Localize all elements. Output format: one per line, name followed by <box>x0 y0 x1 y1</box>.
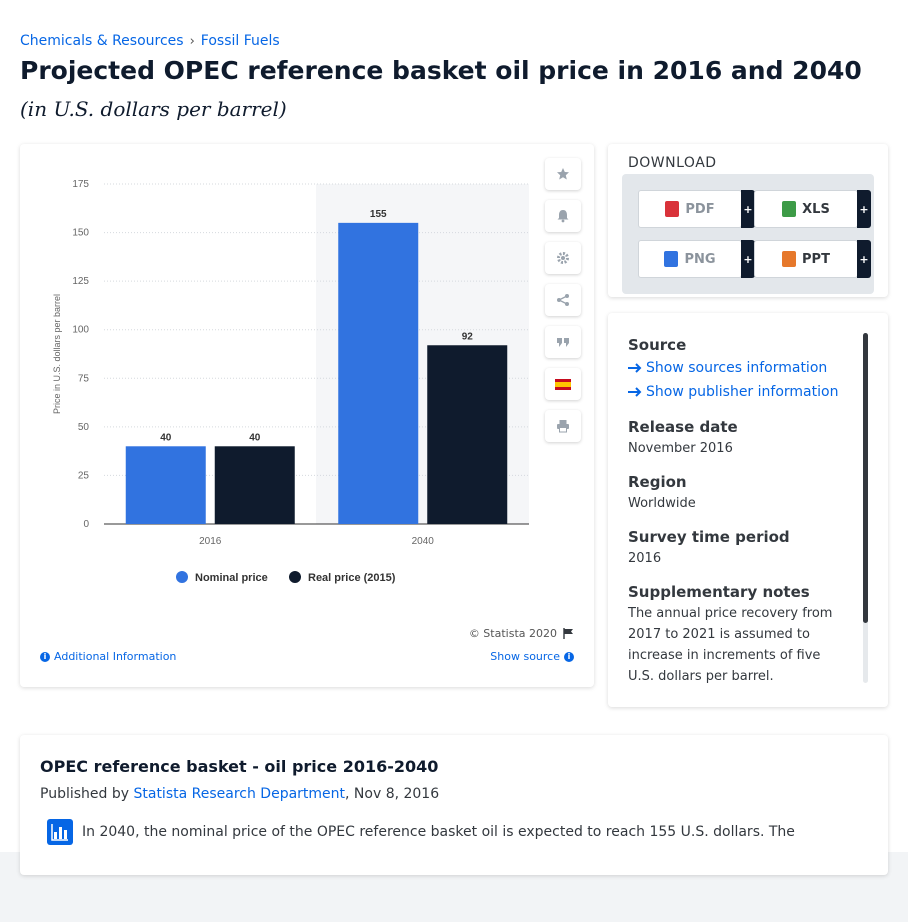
show-source-link[interactable]: Show source i <box>490 650 574 663</box>
pdf-file-icon <box>665 201 680 217</box>
print-icon[interactable] <box>545 410 581 442</box>
download-pdf-button[interactable]: PDF + <box>638 190 755 228</box>
legend-label: Nominal price <box>195 572 268 584</box>
quote-icon[interactable] <box>545 326 581 358</box>
publisher-link[interactable]: Statista Research Department <box>133 786 346 802</box>
breadcrumb-separator: › <box>189 33 195 49</box>
published-by-label: Published by <box>40 786 130 802</box>
bar <box>214 446 295 524</box>
y-tick-label: 50 <box>78 422 90 433</box>
supplementary-notes-value: The annual price recovery from 2017 to 2… <box>628 606 833 684</box>
description-text: In 2040, the nominal price of the OPEC r… <box>82 824 795 840</box>
supplementary-notes-label: Supplementary notes <box>628 583 810 601</box>
data-label: 155 <box>370 209 387 220</box>
download-png-button[interactable]: PNG + <box>638 240 755 278</box>
breadcrumb: Chemicals & Resources › Fossil Fuels <box>20 33 280 49</box>
chart-legend: Nominal price Real price (2015) <box>176 571 396 584</box>
legend-label: Real price (2015) <box>308 572 396 584</box>
bar <box>338 222 419 524</box>
show-sources-link[interactable]: Show sources information <box>628 360 827 376</box>
scrollbar[interactable] <box>863 333 868 683</box>
survey-period-label: Survey time period <box>628 528 790 546</box>
ppt-file-icon <box>782 251 797 267</box>
page-subtitle: (in U.S. dollars per barrel) <box>20 97 287 121</box>
description-title: OPEC reference basket - oil price 2016-2… <box>40 757 439 776</box>
breadcrumb-link-chemicals[interactable]: Chemicals & Resources <box>20 33 184 49</box>
download-xls-button[interactable]: XLS + <box>754 190 871 228</box>
arrow-right-icon <box>628 387 642 397</box>
bell-icon[interactable] <box>545 200 581 232</box>
x-tick-label: 2040 <box>412 536 435 547</box>
info-icon: i <box>564 651 574 662</box>
data-label: 40 <box>249 432 261 443</box>
download-xls-label: XLS <box>802 201 830 217</box>
bar <box>125 446 206 524</box>
share-icon[interactable] <box>545 284 581 316</box>
download-title: DOWNLOAD <box>628 155 717 171</box>
png-file-icon <box>664 251 679 267</box>
y-tick-label: 25 <box>78 470 90 481</box>
y-tick-label: 0 <box>83 519 89 530</box>
download-png-label: PNG <box>684 251 716 267</box>
additional-information-label: Additional Information <box>54 650 177 663</box>
y-tick-label: 75 <box>78 373 90 384</box>
arrow-right-icon <box>628 363 642 373</box>
x-tick-label: 2016 <box>199 536 222 547</box>
y-tick-label: 125 <box>72 276 89 287</box>
chart-toolbar <box>545 158 581 452</box>
y-tick-label: 100 <box>72 325 89 336</box>
y-tick-label: 150 <box>72 228 89 239</box>
plus-icon[interactable]: + <box>857 190 871 228</box>
download-pdf-label: PDF <box>685 201 715 217</box>
metadata-card: Source Show sources information Show pub… <box>608 313 888 707</box>
bar-chart-icon <box>47 819 73 845</box>
download-ppt-label: PPT <box>802 251 830 267</box>
breadcrumb-link-fossil-fuels[interactable]: Fossil Fuels <box>200 33 280 49</box>
info-icon: i <box>40 651 50 662</box>
star-icon[interactable] <box>545 158 581 190</box>
show-publisher-link[interactable]: Show publisher information <box>628 384 838 400</box>
source-label: Source <box>628 336 687 354</box>
plus-icon[interactable]: + <box>741 190 755 228</box>
publish-date: , Nov 8, 2016 <box>345 786 440 802</box>
y-axis-label: Price in U.S. dollars per barrel <box>52 294 62 414</box>
legend-marker <box>176 571 188 583</box>
data-label: 40 <box>160 432 172 443</box>
region-label: Region <box>628 473 687 491</box>
chart-card: 0 25 50 75 100 125 150 175 40 40 155 92 2016 2040 P… <box>20 144 594 687</box>
download-ppt-button[interactable]: PPT + <box>754 240 871 278</box>
legend-marker <box>289 571 301 583</box>
release-date-value: November 2016 <box>628 441 733 456</box>
release-date-label: Release date <box>628 418 738 436</box>
y-tick-label: 175 <box>72 179 89 190</box>
download-buttons: PDF + XLS + PNG + PPT + <box>622 174 874 294</box>
page-title: Projected OPEC reference basket oil pric… <box>20 56 862 85</box>
data-label: 92 <box>462 331 474 342</box>
copyright-text: © Statista 2020 <box>468 627 557 640</box>
survey-period-value: 2016 <box>628 551 662 566</box>
show-sources-label: Show sources information <box>646 360 828 376</box>
bar <box>427 345 508 524</box>
region-value: Worldwide <box>628 496 696 511</box>
scrollbar-thumb[interactable] <box>863 333 868 623</box>
plus-icon[interactable]: + <box>857 240 871 278</box>
additional-information-link[interactable]: i Additional Information <box>40 650 176 663</box>
bar-chart: 0 25 50 75 100 125 150 175 40 40 155 92 2016 2040 P… <box>52 179 529 584</box>
gear-icon[interactable] <box>545 242 581 274</box>
download-card: DOWNLOAD PDF + XLS + PNG + PPT + <box>608 144 888 297</box>
show-source-label: Show source <box>490 650 560 663</box>
xls-file-icon <box>782 201 797 217</box>
chart-copyright: © Statista 2020 <box>469 627 574 640</box>
spain-flag-icon[interactable] <box>545 368 581 400</box>
description-card: OPEC reference basket - oil price 2016-2… <box>20 735 888 875</box>
show-publisher-label: Show publisher information <box>646 384 839 400</box>
published-by: Published by Statista Research Departmen… <box>40 786 439 802</box>
flag-icon[interactable] <box>563 628 574 639</box>
plus-icon[interactable]: + <box>741 240 755 278</box>
